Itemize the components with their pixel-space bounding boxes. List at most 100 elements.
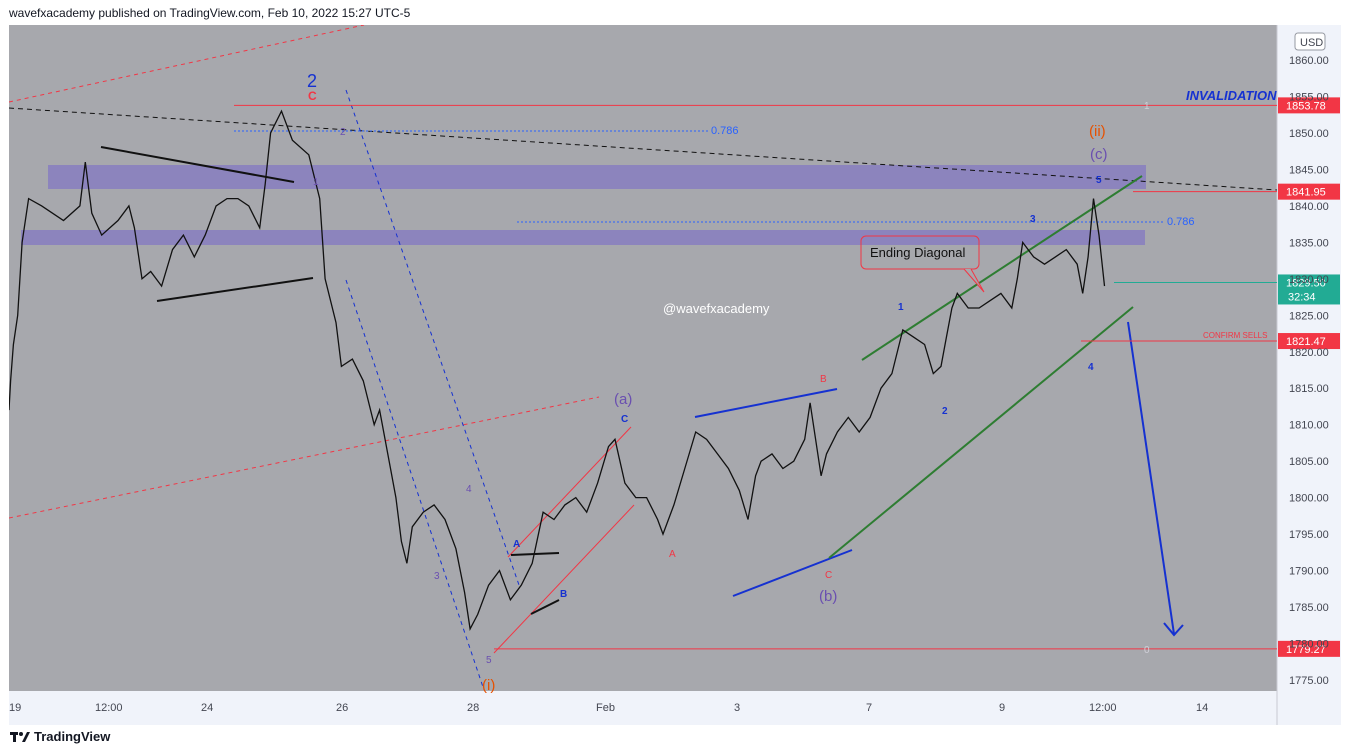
wave-a-paren-label: (a) bbox=[614, 391, 632, 408]
level-badge bbox=[1278, 183, 1340, 200]
price-tick-label: 1810.00 bbox=[1289, 420, 1329, 432]
level-countdown-label: 32:34 bbox=[1288, 291, 1316, 303]
confirm-sells-note: CONFIRM SELLS bbox=[1203, 331, 1267, 340]
time-tick-label: 24 bbox=[201, 702, 213, 714]
projection-arrow-head bbox=[1163, 622, 1184, 637]
sub-wave-1-label: 1 bbox=[313, 177, 319, 188]
wave-c-upper-label: C bbox=[621, 414, 628, 425]
price-tick-label: 1785.00 bbox=[1289, 602, 1329, 614]
wave-5-low-label: 5 bbox=[486, 655, 492, 666]
time-axis-background bbox=[9, 691, 1277, 725]
level-badge-label: 1853.78 bbox=[1286, 100, 1326, 112]
time-tick-label: 7 bbox=[866, 702, 872, 714]
watermark: @wavefxacademy bbox=[663, 301, 770, 316]
fib-one-label: 1 bbox=[1144, 101, 1150, 112]
tradingview-logo-icon bbox=[10, 731, 30, 742]
level-badge bbox=[1278, 333, 1340, 350]
price-chart[interactable]: 1853.78 1841.95 1829.50 32:34 1821.47 1779.27… bbox=[8, 24, 1341, 725]
price-tick-label: 1840.00 bbox=[1289, 201, 1329, 213]
price-tick-label: 1790.00 bbox=[1289, 566, 1329, 578]
red-channel-lower bbox=[493, 504, 635, 654]
price-tick-label: 1860.00 bbox=[1289, 55, 1329, 67]
time-tick-label: 26 bbox=[336, 702, 348, 714]
price-tick-label: 1775.00 bbox=[1289, 675, 1329, 687]
level-badge-label: 1829.50 bbox=[1286, 277, 1326, 289]
price-tick-label: 1825.00 bbox=[1289, 310, 1329, 322]
price-axis-background bbox=[1277, 25, 1341, 725]
invalidation-note: INVALIDATION bbox=[1186, 88, 1277, 103]
wave-b-blue-label: B bbox=[560, 589, 567, 600]
ending-diagonal-callout-tail bbox=[963, 268, 985, 293]
footer: TradingView bbox=[10, 729, 110, 744]
time-tick-label: 3 bbox=[734, 702, 740, 714]
small-flag-top bbox=[510, 552, 560, 556]
chart-area[interactable]: 1853.78 1841.95 1829.50 32:34 1821.47 1779.27… bbox=[8, 24, 1341, 725]
trendlines bbox=[8, 24, 1278, 691]
wave-5-top-label: 5 bbox=[1096, 175, 1102, 186]
level-badge bbox=[1278, 274, 1340, 305]
level-badge bbox=[1278, 640, 1340, 657]
wave-2-c-label: C bbox=[308, 89, 317, 103]
wave-1-label: 1 bbox=[898, 302, 904, 313]
wave-i-label: (i) bbox=[482, 677, 495, 694]
small-flag-bottom bbox=[530, 599, 560, 615]
price-tick-label: 1850.00 bbox=[1289, 128, 1329, 140]
level-badge-label: 1821.47 bbox=[1286, 336, 1326, 348]
price-tick-label: 1815.00 bbox=[1289, 383, 1329, 395]
ending-diagonal-callout-box bbox=[860, 235, 980, 270]
wave-b-red-label: B bbox=[820, 374, 827, 385]
upper-resistance-zone bbox=[48, 165, 1146, 189]
blue-triangle-upper bbox=[694, 388, 838, 418]
triangle-upper-line bbox=[100, 146, 295, 183]
time-tick-label: 14 bbox=[1196, 702, 1208, 714]
price-tick-label: 1830.00 bbox=[1289, 274, 1329, 286]
time-tick-label: 9 bbox=[999, 702, 1005, 714]
price-tick-label: 1845.00 bbox=[1289, 164, 1329, 176]
wave-labels: 2 C 2 1 (ii) (c) 5 3 1 2 4 (a) C B C (b)… bbox=[307, 71, 1277, 694]
time-tick-label: 19 bbox=[9, 702, 21, 714]
fib-786-mid-label: 0.786 bbox=[1167, 216, 1195, 228]
level-badge bbox=[1278, 97, 1340, 114]
blue-triangle-lower bbox=[732, 549, 853, 597]
price-tick-label: 1800.00 bbox=[1289, 493, 1329, 505]
wave-c-paren-label: (c) bbox=[1090, 146, 1108, 163]
wave-3-top-label: 3 bbox=[1030, 214, 1036, 225]
price-axis: 1860.00 1855.00 1850.00 1845.00 1840.00 1835.… bbox=[1289, 55, 1329, 687]
wave-2-label-low: 2 bbox=[942, 406, 948, 417]
level-badge-label: 1841.95 bbox=[1286, 187, 1326, 199]
price-levels: 1853.78 1841.95 1829.50 32:34 1821.47 1779.27 bbox=[234, 97, 1340, 657]
price-tick-label: 1820.00 bbox=[1289, 347, 1329, 359]
fib-786-top-label: 0.786 bbox=[711, 125, 739, 137]
time-tick-label: Feb bbox=[596, 702, 615, 714]
wave-4-label: 4 bbox=[1088, 362, 1094, 373]
wave-c-red-label: C bbox=[825, 570, 832, 581]
wave-a-red-label: A bbox=[669, 549, 676, 560]
fib-zero-label: 0 bbox=[1144, 645, 1150, 656]
wave-2-label: 2 bbox=[307, 71, 317, 91]
publisher-header: wavefxacademy published on TradingView.c… bbox=[9, 6, 411, 20]
black-dashed-trendline bbox=[8, 107, 1278, 191]
price-tick-label: 1805.00 bbox=[1289, 456, 1329, 468]
level-badge-label: 1779.27 bbox=[1286, 644, 1326, 656]
wave-a-blue-label: A bbox=[513, 539, 520, 550]
resistance-zones bbox=[21, 165, 1146, 245]
time-tick-label: 12:00 bbox=[95, 702, 123, 714]
tradingview-brand: TradingView bbox=[34, 729, 111, 744]
triangle-lower-line bbox=[156, 277, 314, 302]
price-tick-label: 1835.00 bbox=[1289, 237, 1329, 249]
red-channel-upper bbox=[507, 426, 632, 558]
price-tick-label: 1780.00 bbox=[1289, 639, 1329, 651]
ending-diagonal-label: Ending Diagonal bbox=[870, 245, 966, 260]
time-tick-label: 28 bbox=[467, 702, 479, 714]
plot-background bbox=[9, 25, 1277, 691]
projection-arrow-shaft bbox=[1127, 321, 1175, 635]
wave-b-paren-label: (b) bbox=[819, 588, 837, 605]
wave-4-low-label: 4 bbox=[466, 484, 472, 495]
usd-badge-label: USD bbox=[1300, 37, 1323, 49]
price-tick-label: 1855.00 bbox=[1289, 91, 1329, 103]
price-series-line bbox=[8, 109, 1106, 631]
usd-badge[interactable] bbox=[1294, 32, 1326, 51]
price-tick-label: 1795.00 bbox=[1289, 529, 1329, 541]
wave-ii-label: (ii) bbox=[1089, 123, 1106, 140]
sub-wave-2-label: 2 bbox=[340, 127, 346, 138]
